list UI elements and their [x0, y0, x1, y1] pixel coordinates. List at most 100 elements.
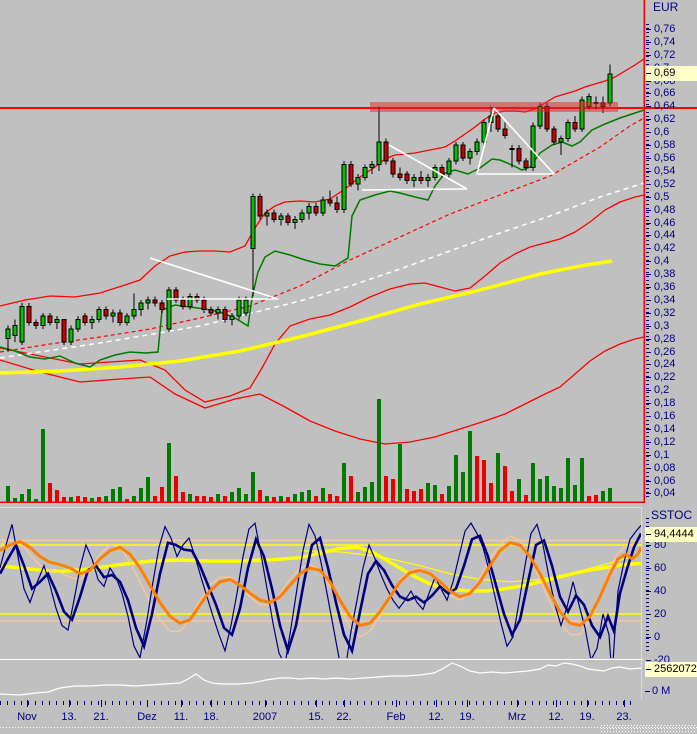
- candlestick: [215, 309, 221, 314]
- volume-bar: [125, 499, 129, 502]
- bottom-right-dotted-grip[interactable]: [600, 724, 697, 733]
- pennant-line: [493, 107, 555, 175]
- volume-bar: [328, 494, 332, 502]
- volume-bar: [552, 486, 556, 502]
- candlestick: [159, 302, 165, 311]
- candlestick: [26, 305, 32, 323]
- white-dashed-trendline: [0, 182, 645, 359]
- accumulation-value-box: 2562072: [645, 662, 697, 677]
- accumulation-tick-icon: [646, 669, 651, 670]
- volume-bar: [349, 476, 353, 502]
- volume-bar: [300, 492, 304, 502]
- x-axis-major-tick: [69, 700, 70, 707]
- candlestick: [40, 315, 46, 327]
- candlestick: [54, 318, 60, 323]
- candlestick: [341, 163, 347, 211]
- price-tick-label: 0,62: [654, 113, 676, 125]
- candlestick: [187, 296, 193, 307]
- candlestick: [390, 160, 396, 175]
- volume-bar: [587, 496, 591, 502]
- candlestick: [327, 199, 333, 204]
- price-tick-label: 0,12: [654, 436, 676, 448]
- volume-bar: [398, 444, 402, 502]
- volume-bar: [503, 466, 507, 502]
- candlestick: [82, 315, 88, 323]
- price-tick-label: 0,38: [654, 268, 676, 280]
- currency-label: EUR: [653, 0, 679, 14]
- sstoc-oscillator-chart[interactable]: [0, 508, 641, 658]
- price-tick: [646, 481, 651, 482]
- candlestick: [145, 299, 151, 304]
- price-chart[interactable]: [0, 0, 645, 506]
- volume-bar: [559, 488, 563, 502]
- x-axis-label: 18.: [203, 711, 219, 723]
- price-tick-label: 0,44: [654, 229, 676, 241]
- sstoc-tick-label: 80: [654, 539, 667, 551]
- volume-bar: [181, 492, 185, 502]
- zero-million-tick: [645, 691, 650, 692]
- pennant-line: [361, 188, 468, 191]
- volume-bar: [244, 494, 248, 502]
- zero-million-label: 0 M: [652, 685, 671, 697]
- volume-bar: [160, 487, 164, 502]
- volume-bar: [55, 490, 59, 502]
- price-tick-label: 0,08: [654, 462, 676, 474]
- bollinger-upper-band: [0, 58, 645, 307]
- candlestick: [138, 302, 144, 311]
- volume-bar: [104, 496, 108, 502]
- price-tick: [646, 455, 651, 456]
- x-axis-major-tick: [396, 700, 397, 707]
- price-tick: [646, 429, 651, 430]
- accumulation-chart[interactable]: [0, 661, 641, 700]
- candlestick: [558, 138, 564, 143]
- price-tick-label: 0,06: [654, 475, 676, 487]
- volume-bar: [146, 477, 150, 502]
- price-tick-label: 0,3: [654, 320, 670, 332]
- resistance-line: [0, 107, 697, 109]
- sstoc-fast-line: [0, 521, 641, 658]
- x-axis-label: Feb: [386, 711, 406, 723]
- price-tick: [646, 145, 651, 146]
- volume-bar: [594, 495, 598, 502]
- candlestick: [579, 99, 585, 130]
- price-tick-label: 0,04: [654, 487, 676, 499]
- x-axis-major-tick: [436, 700, 437, 707]
- volume-bar: [538, 479, 542, 502]
- volume-bar: [426, 483, 430, 502]
- price-tick: [646, 235, 651, 236]
- candlestick: [61, 318, 67, 343]
- price-tick: [646, 364, 651, 365]
- volume-bar: [468, 431, 472, 502]
- volume-bar: [566, 458, 570, 502]
- price-tick: [646, 42, 651, 43]
- price-tick: [646, 390, 651, 391]
- x-axis-major-tick: [556, 700, 557, 707]
- volume-bar: [286, 497, 290, 502]
- candlestick: [166, 289, 172, 330]
- price-tick-label: 0,26: [654, 346, 676, 358]
- price-tick-label: 0,46: [654, 217, 676, 229]
- price-tick: [646, 29, 651, 30]
- x-axis-major-tick: [147, 700, 148, 707]
- sstoc-tick-icon: [646, 534, 651, 535]
- candlestick: [124, 315, 130, 323]
- sstoc-tick: [646, 614, 651, 615]
- price-tick-label: 0,1: [654, 449, 670, 461]
- price-tick-label: 0,42: [654, 242, 676, 254]
- volume-bar: [13, 498, 17, 502]
- sstoc-tick-label: 20: [654, 608, 667, 620]
- pennant-line: [476, 107, 495, 175]
- volume-bar: [48, 483, 52, 502]
- candlestick: [467, 151, 473, 159]
- candlestick: [355, 176, 361, 185]
- price-tick-label: 0,6: [654, 126, 670, 138]
- volume-bar: [601, 491, 605, 502]
- price-tick: [646, 184, 651, 185]
- price-tick-label: 0,64: [654, 100, 676, 112]
- bollinger-lower-band: [0, 336, 645, 445]
- price-tick-icon: [646, 73, 651, 74]
- sstoc-peach-line: [0, 535, 641, 638]
- volume-bar: [230, 492, 234, 502]
- price-tick-label: 0,56: [654, 152, 676, 164]
- x-axis-label: 11.: [173, 711, 189, 723]
